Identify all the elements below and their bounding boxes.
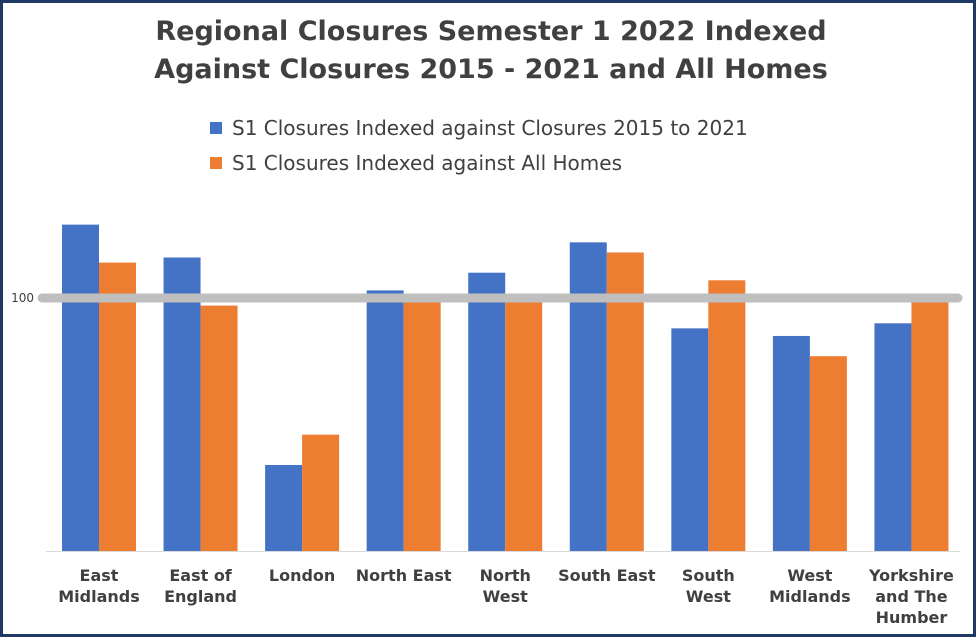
bar-series-1-north-west	[468, 272, 506, 551]
x-tick-label-south-west: South West	[682, 566, 735, 606]
legend-swatch-series-1	[210, 121, 222, 134]
x-tick-label-east-midlands: East Midlands	[58, 566, 140, 606]
bar-series-1-west-midlands	[772, 335, 810, 551]
x-tick-label-north-west: North West	[480, 566, 531, 606]
x-tick-label-east-of-england: East of England	[164, 566, 237, 606]
y-tick-label-100: 100	[11, 291, 34, 305]
bar-series-1-north-east	[366, 290, 404, 551]
legend-item-series-2: S1 Closures Indexed against All Homes	[210, 148, 748, 183]
chart-legend: S1 Closures Indexed against Closures 201…	[210, 113, 748, 183]
bar-series-2-east-of-england	[200, 305, 238, 551]
legend-label-series-2: S1 Closures Indexed against All Homes	[232, 151, 622, 175]
bar-series-2-east-midlands	[99, 262, 136, 551]
bar-series-1-south-west	[671, 328, 709, 551]
bar-series-1-east-of-england	[163, 257, 201, 551]
bar-series-2-north-west	[505, 300, 543, 551]
x-tick-label-london: London	[269, 566, 335, 585]
legend-label-series-1: S1 Closures Indexed against Closures 201…	[232, 116, 748, 140]
chart-title-line-2: Against Closures 2015 - 2021 and All Hom…	[154, 54, 828, 85]
bar-series-1-south-east	[569, 242, 607, 551]
bar-series-1-east-midlands	[62, 224, 99, 551]
x-tick-label-yorkshire-and-the-humber: Yorkshire and The Humber	[868, 566, 954, 627]
chart-title-line-1: Regional Closures Semester 1 2022 Indexe…	[155, 16, 827, 47]
bar-series-2-london	[302, 434, 340, 551]
bar-series-2-yorkshire-and-the-humber	[911, 300, 949, 551]
bar-series-2-north-east	[403, 300, 441, 551]
x-tick-label-west-midlands: West Midlands	[769, 566, 851, 606]
legend-swatch-series-2	[210, 156, 222, 169]
x-tick-label-north-east: North East	[356, 566, 452, 585]
legend-item-series-1: S1 Closures Indexed against Closures 201…	[210, 113, 748, 148]
bar-series-1-london	[265, 464, 303, 551]
x-tick-label-south-east: South East	[558, 566, 656, 585]
bar-series-2-south-west	[708, 280, 746, 551]
bar-series-2-west-midlands	[809, 356, 847, 551]
bar-series-1-yorkshire-and-the-humber	[874, 323, 912, 551]
